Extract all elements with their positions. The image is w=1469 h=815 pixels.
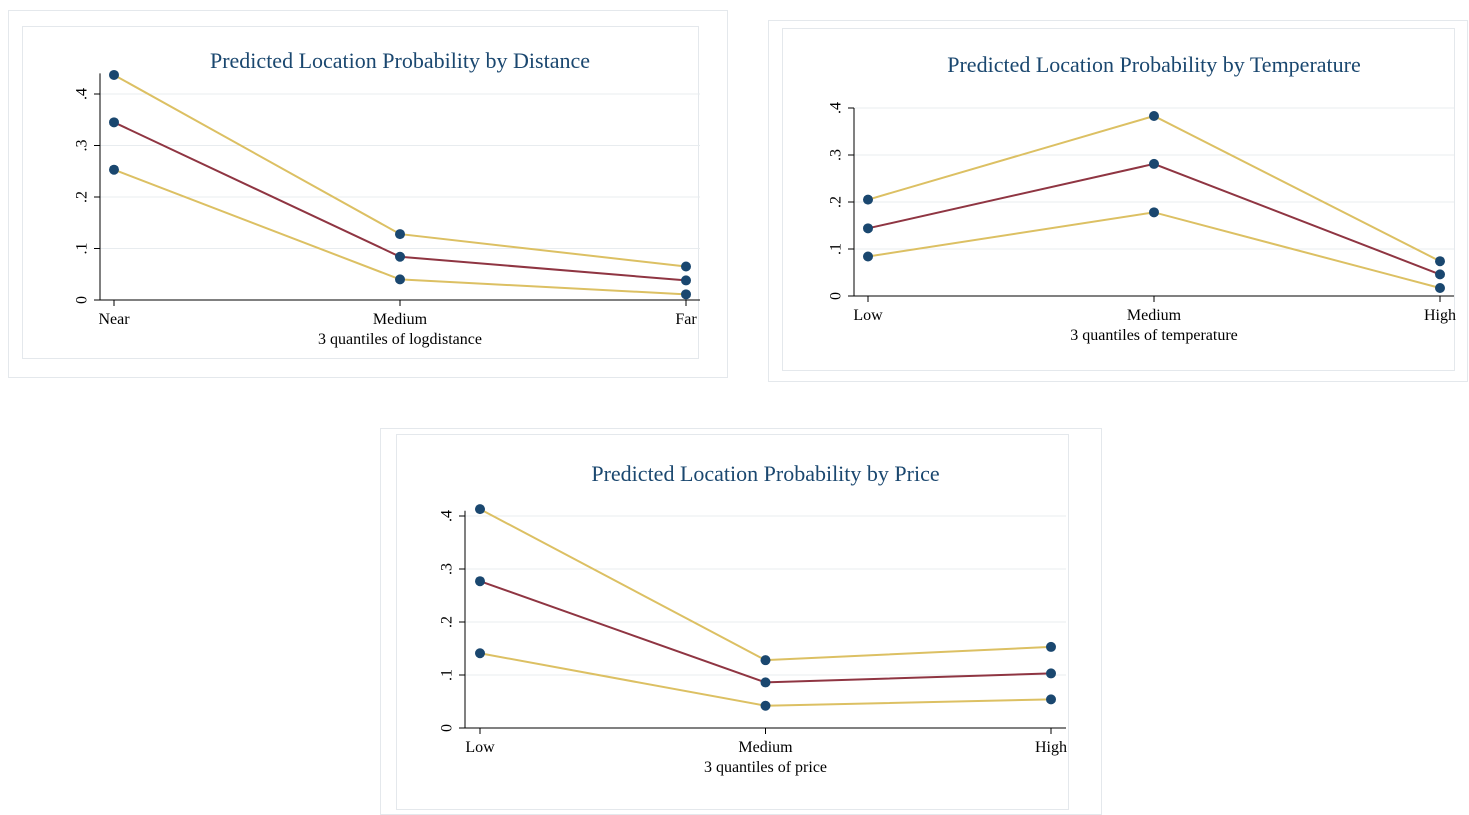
chart-price: Predicted Location Probability by Price 0… (380, 428, 1102, 815)
x-tick-label: Far (675, 311, 697, 328)
point-lower (395, 274, 405, 285)
point-upper (475, 504, 485, 515)
chart-title: Predicted Location Probability by Temper… (947, 52, 1361, 77)
point-upper (1046, 641, 1056, 652)
y-tick-label: .1 (828, 243, 845, 255)
point-estimate (109, 117, 119, 128)
point-upper (681, 261, 691, 272)
point-upper (109, 69, 119, 80)
x-tick-label: Low (465, 739, 495, 756)
chart-title: Predicted Location Probability by Distan… (210, 48, 590, 73)
chart-svg: Predicted Location Probability by Temper… (768, 20, 1468, 382)
point-estimate (760, 677, 771, 688)
point-estimate (475, 576, 485, 587)
x-tick-label: High (1424, 307, 1456, 324)
y-tick-label: .2 (439, 616, 456, 628)
point-estimate (863, 223, 873, 234)
point-estimate (681, 275, 691, 286)
point-lower (1149, 207, 1159, 218)
x-axis-label: 3 quantiles of logdistance (318, 331, 482, 348)
y-tick-label: 0 (828, 292, 845, 300)
chart-distance: Predicted Location Probability by Distan… (8, 10, 728, 378)
y-tick-label: .4 (439, 510, 456, 522)
y-tick-label: .1 (74, 243, 91, 255)
x-tick-label: Low (853, 307, 883, 324)
x-tick-label: High (1035, 739, 1067, 756)
point-upper (395, 229, 405, 240)
y-tick-label: .2 (74, 191, 91, 203)
point-lower (109, 164, 119, 175)
x-tick-label: Medium (373, 311, 428, 328)
point-lower (1435, 283, 1445, 294)
y-tick-label: .4 (828, 102, 845, 114)
y-tick-label: .2 (828, 196, 845, 208)
point-lower (475, 648, 485, 659)
y-tick-label: 0 (439, 724, 456, 732)
y-tick-label: .3 (828, 149, 845, 161)
point-upper (760, 655, 771, 666)
point-upper (1435, 256, 1445, 267)
point-estimate (1046, 668, 1056, 679)
x-axis-label: 3 quantiles of temperature (1070, 327, 1238, 344)
x-axis-label: 3 quantiles of price (704, 759, 827, 776)
y-tick-label: .4 (74, 88, 91, 100)
point-upper (1149, 110, 1159, 121)
chart-title: Predicted Location Probability by Price (591, 461, 939, 486)
y-tick-label: .3 (74, 140, 91, 152)
y-tick-label: .3 (439, 563, 456, 575)
plot-region (22, 26, 699, 359)
x-tick-label: Near (98, 311, 130, 328)
y-tick-label: 0 (74, 296, 91, 304)
point-lower (863, 251, 873, 262)
point-estimate (1149, 158, 1159, 169)
point-upper (863, 194, 873, 205)
chart-svg: Predicted Location Probability by Price 0… (380, 428, 1102, 815)
point-lower (681, 289, 691, 300)
point-lower (760, 700, 771, 711)
point-estimate (395, 251, 405, 262)
y-tick-label: .1 (439, 669, 456, 681)
chart-svg: Predicted Location Probability by Distan… (8, 10, 728, 378)
x-tick-label: Medium (1127, 307, 1182, 324)
x-tick-label: Medium (738, 739, 793, 756)
point-lower (1046, 694, 1056, 705)
point-estimate (1435, 269, 1445, 280)
plot-region (782, 28, 1455, 371)
chart-temperature: Predicted Location Probability by Temper… (768, 20, 1468, 382)
